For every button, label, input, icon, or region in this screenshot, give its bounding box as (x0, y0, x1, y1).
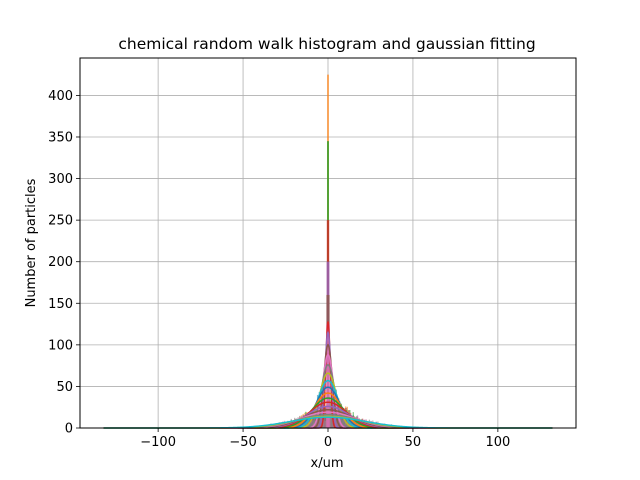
histogram-bar (312, 419, 315, 428)
y-tick-label: 200 (48, 255, 73, 270)
histogram-bar (337, 409, 339, 428)
y-tick-label: 300 (48, 172, 73, 187)
histogram-bar (331, 417, 333, 428)
x-tick-label: 0 (324, 435, 332, 450)
histogram-bar (341, 419, 343, 428)
histogram-bar (329, 413, 331, 428)
histogram-bar (310, 417, 312, 428)
x-tick-label: 100 (485, 435, 510, 450)
histogram-bar (356, 419, 359, 428)
y-tick-label: 350 (48, 130, 73, 145)
y-tick-label: 250 (48, 214, 73, 229)
y-tick-label: 150 (48, 297, 73, 312)
x-tick-label: −50 (229, 435, 256, 450)
histogram-bar (313, 418, 315, 428)
histogram-bar (298, 418, 300, 428)
histogram-bar (311, 414, 314, 428)
x-tick-label: −100 (140, 435, 176, 450)
histogram-bar (326, 324, 330, 428)
y-tick-label: 400 (48, 89, 73, 104)
histogram-bar (321, 415, 323, 428)
histogram-bar (317, 419, 320, 428)
histogram-bar (306, 419, 309, 428)
chart-title: chemical random walk histogram and gauss… (118, 35, 535, 53)
histogram-bar (343, 416, 345, 428)
axis-ticks: −100 −50 0 50 100 0 50 100 150 200 250 300 350 400 (48, 89, 510, 450)
histogram-bar (311, 417, 313, 428)
histogram-bar (357, 420, 360, 428)
histogram-bar (342, 412, 344, 428)
y-tick-label: 0 (65, 422, 73, 437)
histogram-bar (324, 414, 326, 428)
y-tick-label: 100 (48, 338, 73, 353)
x-axis-label: x/um (311, 456, 344, 471)
histogram-bar (322, 414, 325, 428)
y-axis-label: Number of particles (24, 178, 39, 307)
histogram-bar (325, 408, 327, 428)
y-tick-label: 50 (56, 380, 73, 395)
x-tick-label: 50 (405, 435, 422, 450)
